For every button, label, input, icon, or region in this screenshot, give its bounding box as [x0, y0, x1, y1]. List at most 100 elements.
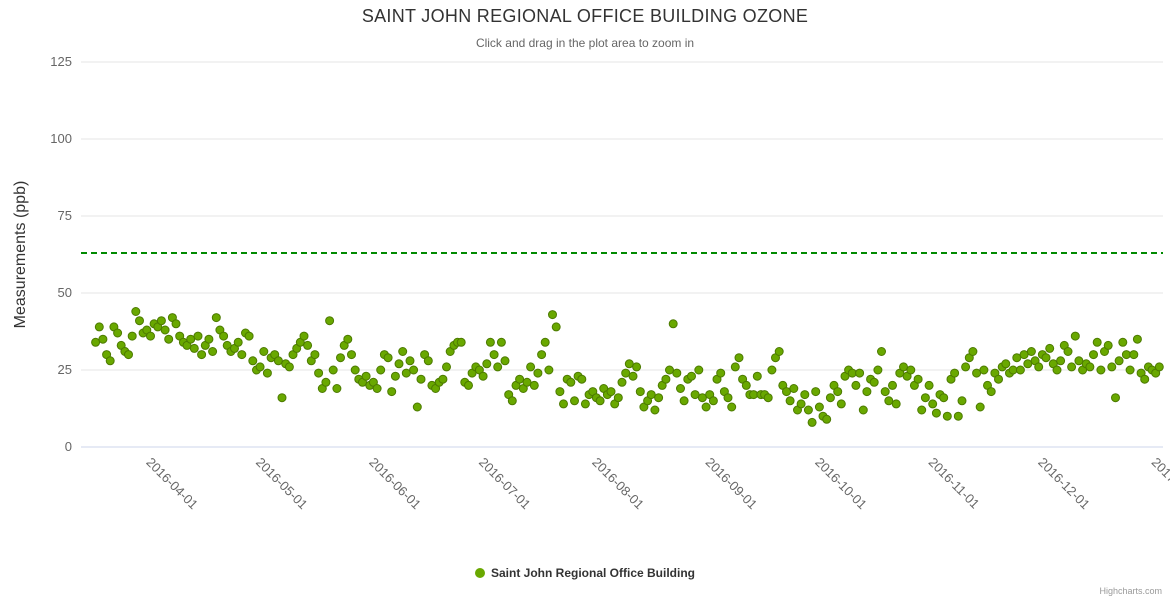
data-point[interactable] [1019, 350, 1029, 360]
data-point[interactable] [1008, 365, 1018, 375]
data-point[interactable] [438, 374, 448, 384]
data-point[interactable] [493, 362, 503, 372]
data-point[interactable] [1089, 350, 1098, 360]
data-point[interactable] [888, 380, 897, 390]
data-point[interactable] [1067, 362, 1077, 372]
data-point[interactable] [350, 365, 360, 375]
data-point[interactable] [277, 393, 287, 403]
data-point[interactable] [1111, 393, 1120, 403]
data-point[interactable] [679, 396, 689, 406]
data-point[interactable] [98, 334, 108, 344]
data-point[interactable] [628, 371, 638, 381]
data-point[interactable] [233, 337, 243, 347]
data-point[interactable] [127, 331, 137, 341]
data-point[interactable] [632, 362, 642, 372]
data-point[interactable] [665, 365, 674, 375]
data-point[interactable] [485, 337, 495, 347]
data-point[interactable] [1140, 374, 1150, 384]
data-point[interactable] [1103, 340, 1113, 350]
data-point[interactable] [961, 362, 971, 372]
data-point[interactable] [855, 368, 865, 378]
data-point[interactable] [924, 380, 934, 390]
data-point[interactable] [423, 356, 433, 366]
data-point[interactable] [906, 365, 916, 375]
data-point[interactable] [398, 347, 408, 356]
data-point[interactable] [613, 393, 623, 403]
data-point[interactable] [135, 316, 144, 326]
data-point[interactable] [383, 353, 393, 363]
data-point[interactable] [1092, 337, 1102, 347]
data-point[interactable] [522, 377, 532, 387]
data-point[interactable] [551, 322, 561, 332]
data-point[interactable] [211, 313, 221, 323]
data-point[interactable] [716, 368, 726, 378]
data-point[interactable] [526, 362, 536, 372]
data-point[interactable] [917, 405, 927, 415]
data-point[interactable] [891, 399, 901, 409]
data-point[interactable] [741, 380, 751, 390]
data-point[interactable] [1023, 359, 1033, 369]
data-point[interactable] [1085, 362, 1095, 372]
data-point[interactable] [694, 365, 704, 375]
data-point[interactable] [920, 393, 930, 403]
data-point[interactable] [321, 377, 331, 387]
data-point[interactable] [869, 377, 879, 387]
data-point[interactable] [646, 390, 656, 400]
data-point[interactable] [939, 393, 949, 403]
data-point[interactable] [931, 408, 941, 418]
data-point[interactable] [986, 387, 996, 397]
data-point[interactable] [942, 411, 952, 421]
data-point[interactable] [825, 393, 835, 403]
data-point[interactable] [950, 368, 960, 378]
data-point[interactable] [303, 340, 313, 350]
data-point[interactable] [763, 393, 773, 403]
data-point[interactable] [559, 399, 568, 409]
data-point[interactable] [1070, 331, 1080, 341]
data-point[interactable] [91, 337, 101, 347]
data-point[interactable] [785, 396, 795, 406]
data-point[interactable] [237, 350, 247, 360]
data-point[interactable] [401, 368, 411, 378]
data-point[interactable] [255, 362, 265, 372]
data-point[interactable] [412, 402, 422, 412]
data-point[interactable] [197, 350, 207, 360]
data-point[interactable] [248, 356, 258, 366]
data-point[interactable] [1034, 362, 1044, 372]
data-point[interactable] [284, 362, 294, 372]
data-point[interactable] [833, 387, 843, 397]
data-point[interactable] [1056, 356, 1066, 366]
data-point[interactable] [1121, 350, 1131, 360]
data-point[interactable] [606, 387, 616, 397]
data-point[interactable] [654, 393, 664, 403]
data-point[interactable] [979, 365, 989, 375]
data-point[interactable] [1118, 337, 1128, 347]
data-point[interactable] [1052, 365, 1062, 375]
data-point[interactable] [774, 347, 784, 356]
data-point[interactable] [299, 331, 309, 341]
data-point[interactable] [464, 380, 473, 390]
data-point[interactable] [566, 377, 576, 387]
data-point[interactable] [862, 387, 872, 397]
data-point[interactable] [727, 402, 737, 412]
data-point[interactable] [723, 393, 733, 403]
data-point[interactable] [595, 396, 605, 406]
data-point[interactable] [1001, 359, 1011, 369]
data-point[interactable] [361, 371, 371, 381]
data-point[interactable] [577, 374, 587, 384]
data-point[interactable] [800, 390, 810, 400]
data-point[interactable] [1096, 365, 1106, 375]
data-point[interactable] [409, 365, 419, 375]
data-point[interactable] [734, 353, 744, 363]
data-point[interactable] [1045, 343, 1055, 353]
data-point[interactable] [347, 350, 356, 360]
data-point[interactable] [836, 399, 846, 409]
data-point[interactable] [975, 402, 985, 412]
data-point[interactable] [570, 396, 579, 406]
data-point[interactable] [478, 371, 488, 381]
data-point[interactable] [968, 347, 978, 356]
data-point[interactable] [219, 331, 229, 341]
data-point[interactable] [489, 350, 499, 360]
data-point[interactable] [1129, 350, 1139, 360]
data-point[interactable] [146, 331, 155, 341]
data-point[interactable] [1132, 334, 1142, 344]
